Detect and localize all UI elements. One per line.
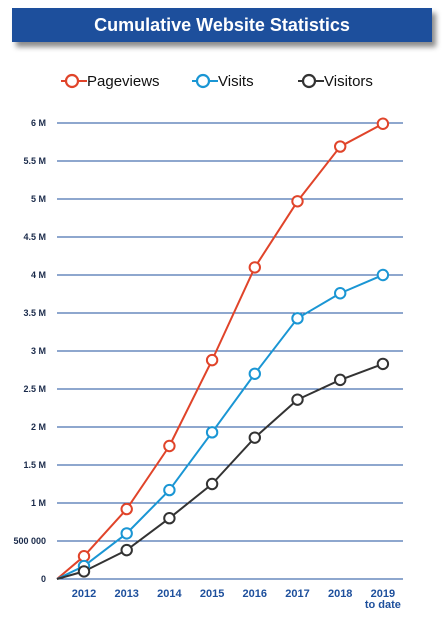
y-axis-labels: 0 500 000 1 M 1.5 M 2 M 2.5 M 3 M 3.5 M 4 M 4.5 M… — [13, 118, 46, 584]
data-point-visitors — [77, 565, 91, 578]
legend-item-pageviews: Pageviews — [61, 73, 160, 90]
x-tick-label: 2019 to date — [365, 588, 401, 611]
data-point-pageviews — [248, 261, 262, 274]
x-tick-label: 2015 — [200, 588, 224, 600]
legend-item-visitors: Visitors — [298, 73, 373, 90]
data-point-visitors — [163, 512, 176, 525]
x-tick-label: 2012 — [72, 588, 96, 600]
data-point-visits — [376, 268, 390, 282]
data-point-pageviews — [163, 439, 176, 453]
data-point-visitors — [120, 543, 133, 557]
legend: Pageviews Visits Visitors — [61, 73, 373, 90]
data-point-pageviews — [376, 117, 390, 130]
data-point-visitors — [291, 393, 304, 406]
x-axis-labels: 2012 2013 2014 2015 2016 2017 2018 2019 to date — [72, 588, 401, 611]
x-tick-label: 2018 — [328, 588, 352, 600]
data-point-pageviews — [77, 550, 91, 563]
data-point-pageviews — [120, 502, 133, 516]
legend-label: Visitors — [324, 73, 373, 90]
data-point-visits — [205, 426, 219, 439]
data-point-visitors — [334, 373, 347, 387]
legend-label: Pageviews — [87, 73, 160, 90]
data-point-visitors — [376, 357, 390, 371]
data-point-visits — [291, 312, 304, 325]
y-tick-label: 500 000 — [13, 536, 46, 546]
data-point-visitors — [205, 477, 219, 491]
x-tick-label: 2014 — [157, 588, 182, 600]
legend-marker — [301, 73, 317, 89]
x-tick-label: 2013 — [114, 588, 138, 600]
data-point-pageviews — [291, 195, 304, 208]
y-tick-label: 5 M — [31, 194, 46, 204]
grid-layer — [57, 122, 403, 580]
y-tick-label: 5.5 M — [23, 156, 46, 166]
data-point-visits — [248, 367, 262, 380]
y-tick-label: 4 M — [31, 270, 46, 280]
series-line-visitors — [56, 362, 384, 580]
data-point-pageviews — [334, 140, 347, 153]
legend-item-visits: Visits — [192, 73, 254, 90]
legend-marker — [64, 73, 80, 89]
y-tick-label: 4.5 M — [23, 232, 46, 242]
x-tick-label: 2017 — [285, 588, 309, 600]
data-point-visits — [163, 483, 176, 497]
y-tick-label: 0 — [41, 574, 46, 584]
y-tick-label: 2 M — [31, 422, 46, 432]
data-point-visits — [334, 287, 347, 300]
y-tick-label: 1.5 M — [23, 460, 46, 470]
data-point-visits — [120, 527, 133, 540]
chart-title: Cumulative Website Statistics — [94, 14, 350, 35]
y-tick-label: 3.5 M — [23, 308, 46, 318]
y-tick-label: 3 M — [31, 346, 46, 356]
x-tick-label: 2016 — [243, 588, 267, 600]
legend-marker — [195, 73, 211, 89]
y-tick-label: 2.5 M — [23, 384, 46, 394]
data-point-pageviews — [205, 353, 219, 367]
y-tick-label: 1 M — [31, 498, 46, 508]
y-tick-label: 6 M — [31, 118, 46, 128]
data-point-visitors — [248, 431, 262, 444]
chart-title-bar: Cumulative Website Statistics — [12, 8, 432, 42]
legend-label: Visits — [218, 73, 254, 90]
series-layer — [56, 117, 390, 580]
